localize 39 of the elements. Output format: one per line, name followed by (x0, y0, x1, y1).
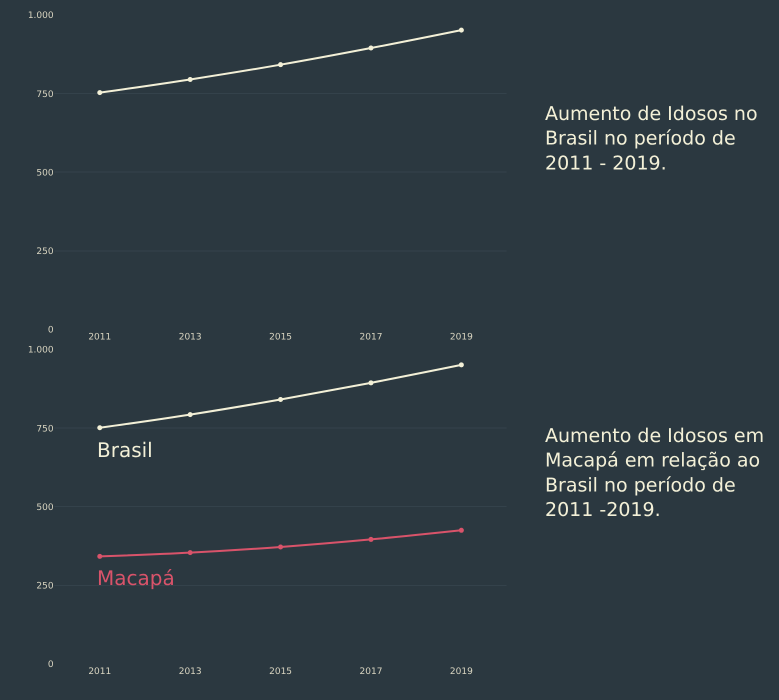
point (368, 536, 374, 542)
point (188, 550, 193, 556)
x-tick-label: 2019 (450, 332, 474, 342)
point (97, 90, 102, 96)
x-tick-label: 2017 (360, 332, 382, 342)
y-tick-label: 750 (36, 90, 54, 100)
series-label: Macapá (97, 566, 175, 590)
y-tick-label: 0 (48, 326, 54, 336)
point (278, 544, 284, 550)
y-tick-label: 0 (48, 660, 54, 670)
text: Aumento de Idosos em Macapá em relação ao Brasil no período de 2011 -2019. (545, 425, 764, 522)
point (368, 46, 374, 51)
x-tick-label: 2013 (178, 332, 202, 342)
point (458, 362, 464, 368)
point (278, 62, 284, 68)
x-tick-label: 2013 (178, 666, 202, 677)
y-tick-label: 1.000 (28, 11, 54, 22)
y-tick-label: 500 (36, 502, 54, 513)
point (97, 554, 102, 559)
series-label: Brasil (97, 438, 153, 462)
x-tick-label: 2017 (360, 666, 382, 677)
point (458, 528, 464, 533)
point (188, 76, 193, 82)
x-tick-label: 2019 (450, 666, 474, 677)
x-tick-label: 2011 (88, 332, 112, 342)
x-tick-label: 2015 (269, 332, 292, 342)
point (97, 425, 102, 430)
point (368, 380, 374, 386)
text: Aumento de Idosos no Brasil no período de 2011 - 2019. (545, 103, 758, 174)
point (278, 396, 284, 402)
x-tick-label: 2015 (269, 666, 292, 677)
y-tick-label: 1.000 (28, 346, 54, 356)
y-tick-label: 250 (36, 246, 54, 257)
x-tick-label: 2011 (88, 666, 112, 677)
y-tick-label: 500 (36, 168, 54, 178)
point (188, 412, 193, 418)
point (458, 28, 464, 33)
y-tick-label: 250 (36, 581, 54, 592)
y-tick-label: 750 (36, 424, 54, 434)
